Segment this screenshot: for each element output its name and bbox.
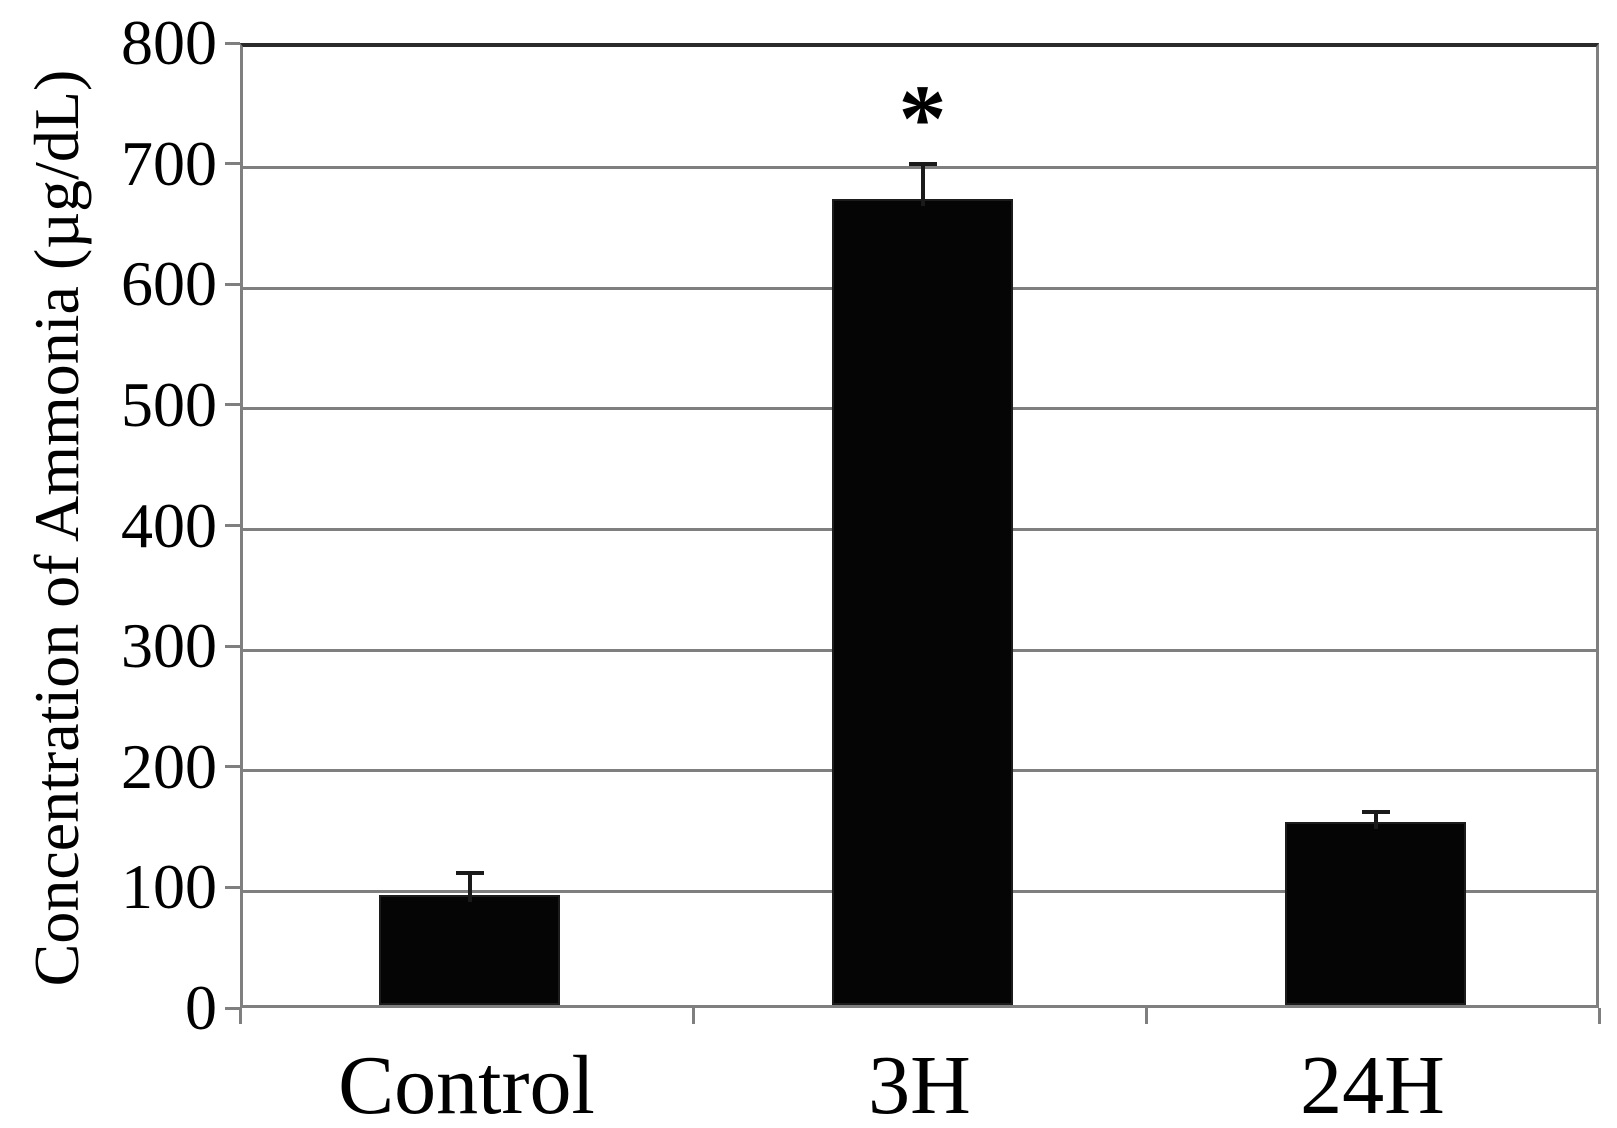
y-axis-tick-800 <box>225 41 240 45</box>
bar-24h <box>1285 821 1466 1005</box>
x-axis-tick-3 <box>1597 1008 1601 1024</box>
y-tick-label-400: 400 <box>121 489 217 561</box>
y-axis-tick-0 <box>225 1006 240 1010</box>
x-tick-label-24h: 24H <box>1300 1039 1445 1128</box>
error-bar-cap-24h <box>1361 809 1390 814</box>
y-axis-tick-600 <box>225 282 240 286</box>
y-axis-tick-700 <box>225 162 240 166</box>
bar-3h <box>832 199 1013 1005</box>
plot-area: * <box>240 43 1599 1008</box>
x-axis-tick-2 <box>1144 1008 1148 1024</box>
error-bar-cap-3h <box>908 162 937 166</box>
error-bar-line-control <box>467 873 472 903</box>
gridline-700 <box>243 166 1596 170</box>
y-axis-tick-100 <box>225 885 240 889</box>
x-axis-tick-0 <box>238 1008 242 1024</box>
y-axis-tick-300 <box>225 644 240 648</box>
y-tick-label-300: 300 <box>121 610 217 682</box>
x-tick-label-control: Control <box>338 1039 595 1128</box>
bar-control <box>379 895 560 1005</box>
error-bar-cap-control <box>455 871 484 876</box>
error-bar-line-24h <box>1373 811 1378 829</box>
y-axis-tick-500 <box>225 403 240 407</box>
x-tick-label-3h: 3H <box>868 1039 971 1128</box>
y-axis-tick-400 <box>225 524 240 527</box>
y-tick-label-500: 500 <box>121 368 217 440</box>
significance-asterisk-3h: * <box>898 65 947 172</box>
y-tick-label-600: 600 <box>121 248 217 320</box>
y-tick-label-800: 800 <box>121 7 217 78</box>
x-axis-tick-1 <box>691 1008 695 1024</box>
y-tick-label-200: 200 <box>121 730 217 802</box>
y-tick-label-100: 100 <box>121 851 217 923</box>
error-bar-line-3h <box>920 164 925 207</box>
y-tick-label-700: 700 <box>121 127 217 199</box>
y-axis-tick-200 <box>225 765 240 769</box>
y-tick-label-0: 0 <box>185 972 217 1043</box>
